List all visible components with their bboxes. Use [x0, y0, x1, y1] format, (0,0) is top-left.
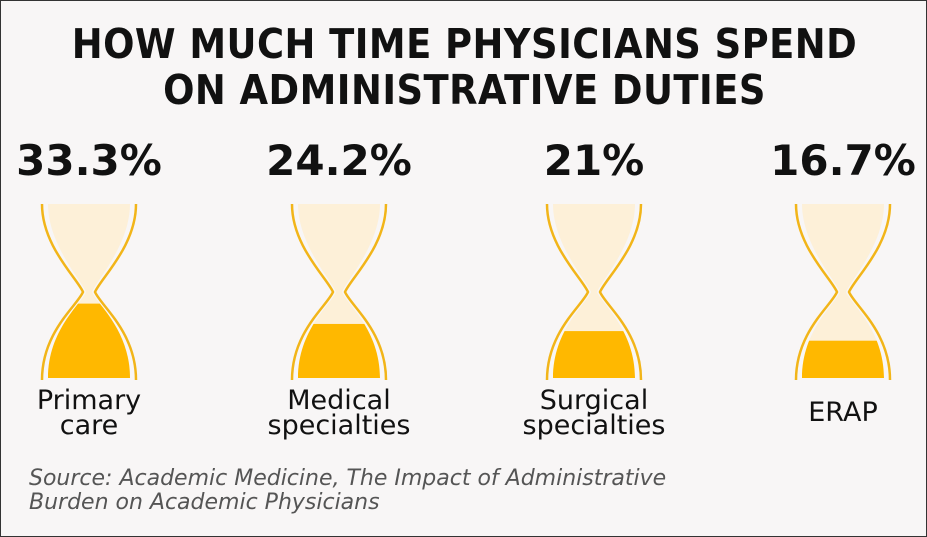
sand-level-bar — [48, 303, 130, 378]
category-label-line: Medical — [287, 385, 391, 416]
hourglass-icon — [794, 204, 892, 380]
source-line-1: Source: Academic Medicine, The Impact of… — [29, 466, 667, 491]
hourglass-icon — [290, 204, 388, 380]
hourglass-item: 33.3% Primary care — [0, 136, 204, 441]
chart-title: HOW MUCH TIME PHYSICIANS SPEND ON ADMINI… — [47, 21, 881, 113]
category-label-line: care — [59, 410, 119, 441]
value-label: 24.2% — [266, 136, 412, 185]
hourglass-item: 24.2% Medical specialties — [224, 136, 454, 441]
hourglass-icon — [545, 204, 643, 380]
value-label: 33.3% — [16, 136, 162, 185]
value-label: 21% — [543, 136, 645, 185]
category-label-line: specialties — [522, 410, 666, 441]
value-label: 16.7% — [770, 136, 916, 185]
category-label: Surgical specialties — [479, 385, 709, 441]
hourglass-icon — [40, 204, 138, 380]
hourglass-item: 21% Surgical specialties — [479, 136, 709, 441]
sand-level-bar — [298, 323, 380, 378]
source-note: Source: Academic Medicine, The Impact of… — [29, 467, 666, 515]
category-label-line: Surgical — [539, 385, 649, 416]
category-label-line: ERAP — [808, 397, 878, 428]
category-label-line: Primary — [36, 385, 142, 416]
hourglass-outline — [545, 204, 643, 380]
category-label: ERAP — [728, 397, 927, 428]
category-label: Primary care — [0, 385, 204, 441]
category-label-line: specialties — [267, 410, 411, 441]
sand-level-bar — [553, 331, 635, 378]
source-line-2: Burden on Academic Physicians — [29, 490, 380, 515]
hourglass-outline — [794, 204, 892, 380]
sand-level-bar — [802, 340, 884, 378]
glass-fill — [802, 204, 884, 378]
hourglass-item: 16.7% ERAP — [728, 136, 927, 428]
hourglass-outline — [290, 204, 388, 380]
title-line-1: HOW MUCH TIME PHYSICIANS SPEND — [71, 20, 858, 68]
hourglass-outline — [40, 204, 138, 380]
title-line-2: ON ADMINISTRATIVE DUTIES — [163, 66, 766, 114]
category-label: Medical specialties — [224, 385, 454, 441]
